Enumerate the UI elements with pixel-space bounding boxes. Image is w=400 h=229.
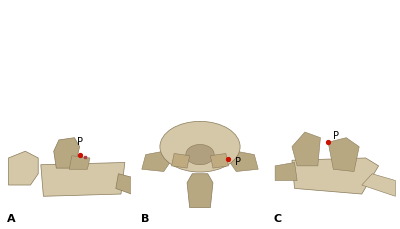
Polygon shape (116, 174, 131, 194)
Text: C: C (274, 213, 282, 223)
Polygon shape (292, 158, 378, 194)
Text: B: B (140, 213, 149, 223)
Polygon shape (228, 152, 258, 172)
Text: A: A (7, 213, 16, 223)
Polygon shape (172, 154, 190, 168)
Polygon shape (142, 152, 172, 172)
Polygon shape (328, 138, 359, 172)
Polygon shape (8, 152, 38, 185)
Text: P: P (333, 131, 339, 141)
Polygon shape (210, 154, 228, 168)
Ellipse shape (160, 122, 240, 172)
Polygon shape (54, 138, 80, 168)
Polygon shape (41, 163, 125, 196)
Text: P: P (234, 157, 240, 167)
Ellipse shape (186, 145, 214, 165)
Polygon shape (362, 174, 396, 196)
Polygon shape (292, 132, 320, 166)
Text: P: P (76, 136, 82, 146)
Polygon shape (275, 163, 297, 181)
Polygon shape (187, 174, 213, 208)
Polygon shape (69, 156, 90, 169)
